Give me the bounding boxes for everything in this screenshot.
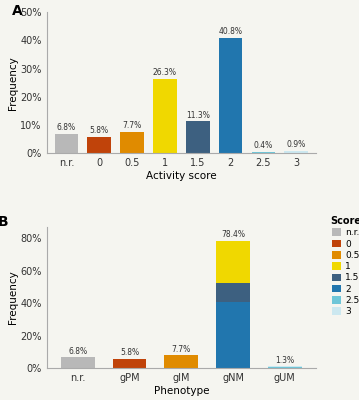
X-axis label: Activity score: Activity score bbox=[146, 171, 216, 181]
Legend: n.r., 0, 0.5, 1, 1.5, 2, 2.5, 3: n.r., 0, 0.5, 1, 1.5, 2, 2.5, 3 bbox=[328, 214, 359, 318]
Text: 5.8%: 5.8% bbox=[120, 348, 139, 357]
Text: 0.9%: 0.9% bbox=[286, 140, 306, 149]
Bar bbox=[87, 137, 111, 153]
Bar bbox=[219, 38, 242, 153]
Bar bbox=[55, 134, 78, 153]
Text: 6.8%: 6.8% bbox=[68, 347, 87, 356]
Bar bbox=[186, 121, 210, 153]
Text: 11.3%: 11.3% bbox=[186, 111, 210, 120]
Text: 5.8%: 5.8% bbox=[90, 126, 109, 135]
Text: 40.8%: 40.8% bbox=[219, 27, 243, 36]
Text: 26.3%: 26.3% bbox=[153, 68, 177, 77]
Bar bbox=[120, 132, 144, 153]
Text: B: B bbox=[0, 216, 9, 230]
Bar bbox=[216, 284, 250, 302]
Bar bbox=[284, 151, 308, 153]
Y-axis label: Frequency: Frequency bbox=[8, 270, 18, 324]
Bar bbox=[252, 152, 275, 153]
Bar bbox=[216, 241, 250, 284]
Text: A: A bbox=[12, 4, 22, 18]
Bar bbox=[268, 367, 302, 368]
Text: 78.4%: 78.4% bbox=[221, 230, 245, 239]
Text: 7.7%: 7.7% bbox=[122, 121, 142, 130]
X-axis label: Phenotype: Phenotype bbox=[154, 386, 209, 396]
Bar bbox=[268, 366, 302, 367]
Text: 6.8%: 6.8% bbox=[57, 123, 76, 132]
Bar bbox=[113, 358, 146, 368]
Bar bbox=[61, 357, 94, 368]
Bar bbox=[164, 356, 198, 368]
Text: 0.4%: 0.4% bbox=[254, 142, 273, 150]
Bar bbox=[216, 302, 250, 368]
Text: 1.3%: 1.3% bbox=[275, 356, 294, 364]
Text: 7.7%: 7.7% bbox=[172, 345, 191, 354]
Y-axis label: Frequency: Frequency bbox=[8, 56, 18, 110]
Bar bbox=[153, 79, 177, 153]
